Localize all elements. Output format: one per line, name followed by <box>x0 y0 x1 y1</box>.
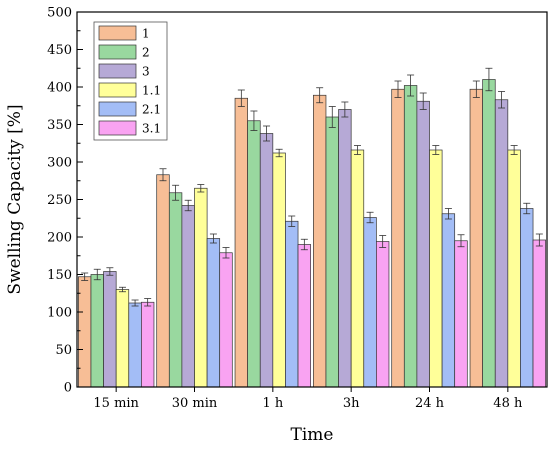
x-tick-label: 24 h <box>415 396 445 411</box>
bar-series-3-5 <box>494 99 509 388</box>
y-tick-label: 300 <box>47 156 72 171</box>
bar-series-1-1 <box>156 174 170 388</box>
legend-label-1: 1 <box>142 27 150 41</box>
x-tick-label: 15 min <box>93 396 139 411</box>
legend-label-1-1: 1.1 <box>142 84 161 98</box>
legend-swatch-3-1 <box>98 120 137 136</box>
legend-swatch-3 <box>98 63 137 79</box>
bar-series-2-0 <box>90 274 104 388</box>
legend: 1 2 3 1.1 2.1 3.1 <box>93 21 168 141</box>
axes-layer: 0 50 100 150 200 250 300 350 400 450 500 15 min 30 m… <box>47 6 548 411</box>
legend-label-3-1: 3.1 <box>142 122 161 136</box>
x-tick-label: 30 min <box>172 396 218 411</box>
bar-series-2-1-0 <box>128 302 142 388</box>
y-tick-label: 450 <box>47 43 72 58</box>
y-tick-label: 0 <box>64 381 72 396</box>
bar-series-2-4 <box>403 85 418 388</box>
bar-series-3-1 <box>181 205 195 388</box>
bar-series-1-2 <box>234 97 248 388</box>
bar-series-3-1-3 <box>376 241 390 388</box>
bar-series-1-1-3 <box>350 149 365 388</box>
legend-label-2-1: 2.1 <box>142 103 161 117</box>
bar-series-1-4 <box>391 88 405 388</box>
bar-series-3-1-1 <box>219 252 233 388</box>
legend-swatch-2-1 <box>98 101 137 117</box>
y-tick-label: 400 <box>47 81 72 96</box>
legend-box <box>93 21 168 141</box>
bar-series-2-1 <box>168 192 183 388</box>
bar-series-1-1-4 <box>429 149 443 388</box>
x-tick-label: 3h <box>343 396 360 411</box>
bar-series-2-1-3 <box>363 217 377 388</box>
y-axis-title: Swelling Capacity [%] <box>5 104 25 294</box>
bar-series-3-1-0 <box>141 301 155 388</box>
bar-series-2-1-5 <box>520 208 534 388</box>
legend-swatch-2 <box>98 44 137 60</box>
bar-series-1-5 <box>469 88 483 388</box>
bar-series-2-1-2 <box>285 220 299 388</box>
y-tick-label: 200 <box>47 231 72 246</box>
legend-label-3: 3 <box>142 65 150 79</box>
bar-series-3-3 <box>338 109 352 388</box>
bar-series-3-1-2 <box>297 244 311 388</box>
bar-series-3-1-5 <box>532 239 546 388</box>
x-tick-label: 1 h <box>262 396 283 411</box>
error-bars-layer <box>81 67 543 307</box>
y-tick-label: 100 <box>47 306 72 321</box>
bar-series-3-1-4 <box>454 240 468 388</box>
legend-swatch-1-1 <box>98 82 137 98</box>
bar-series-2-1-1 <box>206 238 221 388</box>
bar-series-2-3 <box>325 116 339 388</box>
y-tick-label: 150 <box>47 268 72 283</box>
y-tick-label: 50 <box>55 343 72 358</box>
y-tick-label: 500 <box>47 6 72 21</box>
bar-series-3-4 <box>416 100 430 388</box>
x-axis-title: Time <box>291 425 334 445</box>
bar-series-2-5 <box>482 79 496 388</box>
bar-series-3-0 <box>103 271 117 388</box>
y-tick-label: 350 <box>47 118 72 133</box>
bar-series-1-1-0 <box>115 289 130 388</box>
bar-series-2-2 <box>247 120 261 388</box>
bar-series-1-1-2 <box>272 152 286 388</box>
bar-series-1-1-5 <box>507 149 521 388</box>
x-tick-label: 48 h <box>493 396 523 411</box>
y-tick-label: 250 <box>47 193 72 208</box>
legend-swatch-1 <box>98 25 137 41</box>
legend-label-2: 2 <box>142 46 150 60</box>
bar-series-3-2 <box>259 133 274 388</box>
bar-series-2-1-4 <box>441 213 456 388</box>
bar-series-1-1-1 <box>194 187 208 388</box>
bar-series-1-3 <box>313 94 327 388</box>
